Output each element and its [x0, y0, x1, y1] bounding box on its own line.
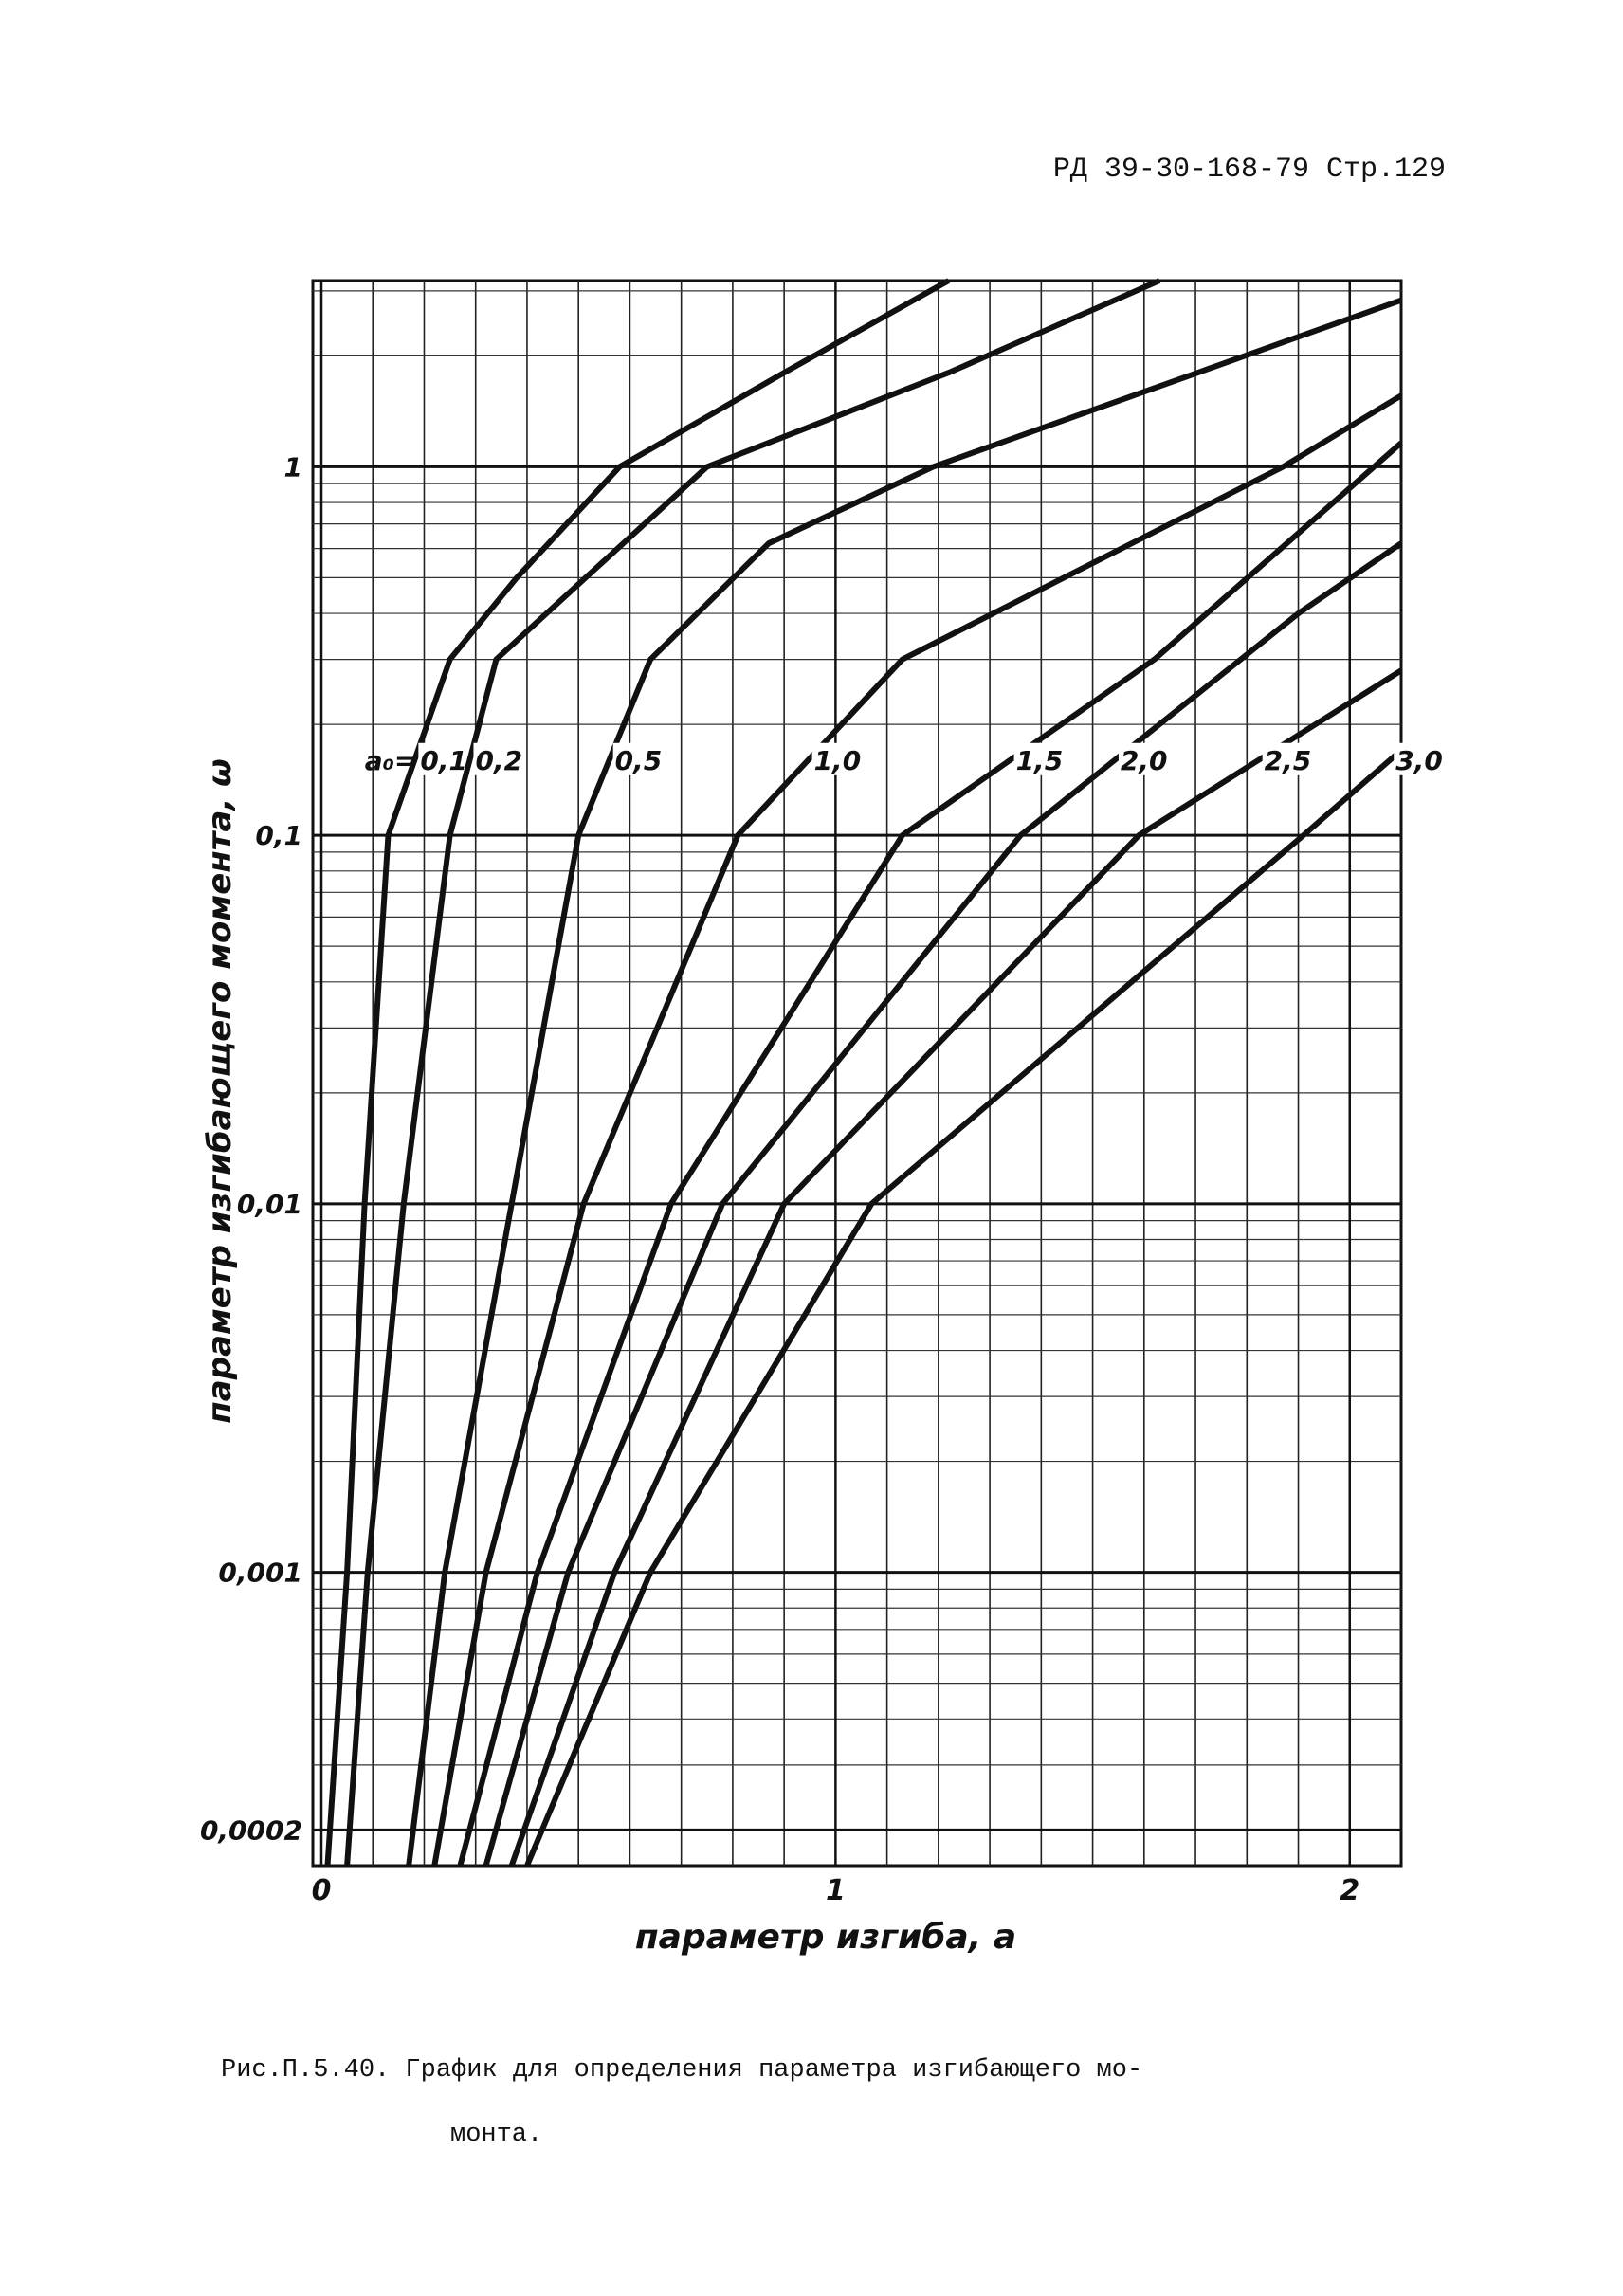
y-tick-label: 0,001	[218, 1558, 302, 1589]
curve	[457, 441, 1403, 1867]
curve	[524, 748, 1403, 1868]
y-axis-title: параметр изгибающего момента, ω	[201, 758, 239, 1423]
curve-label-background	[1262, 742, 1312, 775]
y-tick-label: 0,0002	[200, 1814, 302, 1846]
caption-line: Рис.П.5.40. График для определения парам…	[221, 2056, 1142, 2085]
x-tick-label: 0	[312, 1874, 332, 1907]
x-tick-label: 1	[826, 1874, 846, 1907]
curve	[508, 667, 1403, 1867]
curve-label: 2,0	[1121, 745, 1168, 776]
caption-line: монта.	[450, 2121, 542, 2149]
curve	[483, 540, 1403, 1867]
curve-label-background	[473, 742, 523, 775]
y-tick-label: 1	[284, 451, 302, 483]
curve-label: 1,5	[1016, 745, 1064, 776]
curve	[431, 392, 1403, 1867]
curve	[324, 278, 951, 1867]
y-tick-label: 0,01	[237, 1189, 302, 1220]
curve-label-background	[1394, 742, 1444, 775]
curve-label-background	[612, 742, 663, 775]
curve-label: 0,1	[420, 745, 467, 776]
curve-label: 3,0	[1395, 745, 1443, 776]
x-axis-title: параметр изгиба, a	[635, 1918, 1016, 1957]
curve-label: 1,0	[814, 745, 862, 776]
curve-label: 0,2	[475, 745, 522, 776]
curve-annotation: a₀=	[365, 745, 417, 776]
plot-frame	[311, 279, 1403, 1868]
curve-label: 0,5	[615, 745, 663, 776]
curve-label-background	[1013, 742, 1064, 775]
x-tick-label: 2	[1340, 1874, 1359, 1907]
y-tick-label: 0,1	[255, 820, 302, 851]
curve-label: 2,5	[1265, 745, 1312, 776]
curve	[344, 278, 1161, 1867]
curve-label-background	[812, 742, 862, 775]
page-header: РД 39-30-168-79 Стр.129	[1053, 154, 1446, 186]
curve-label-background	[1118, 742, 1168, 775]
curve-label-background	[418, 742, 468, 775]
